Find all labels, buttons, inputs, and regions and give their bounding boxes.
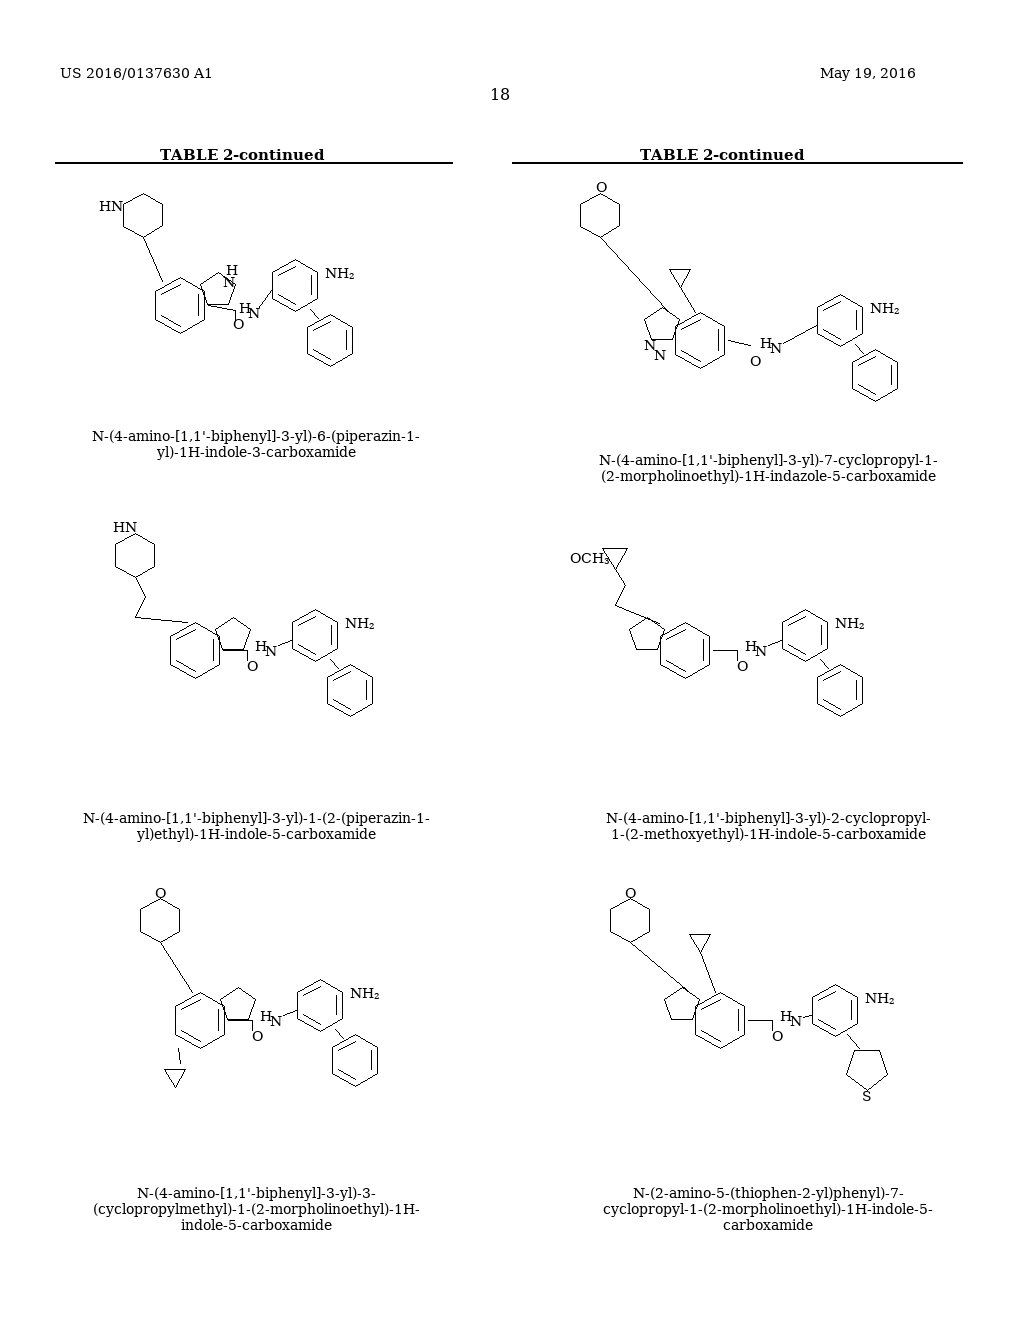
Text: US 2016/0137630 A1: US 2016/0137630 A1 bbox=[80, 90, 216, 103]
Text: TABLE 2-continued: TABLE 2-continued bbox=[700, 152, 836, 165]
Text: TABLE 2-continued: TABLE 2-continued bbox=[188, 152, 324, 165]
Text: May 19, 2016: May 19, 2016 bbox=[857, 90, 944, 103]
Text: 18: 18 bbox=[503, 110, 521, 124]
